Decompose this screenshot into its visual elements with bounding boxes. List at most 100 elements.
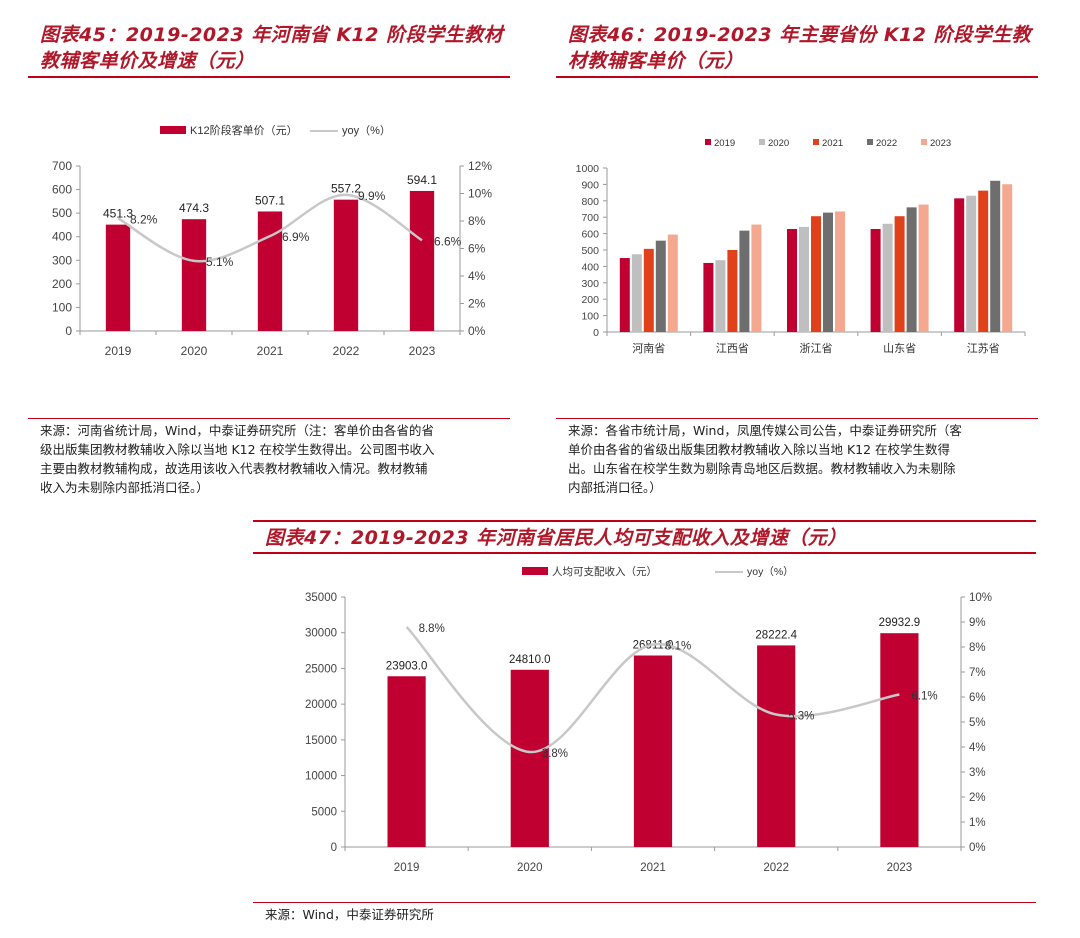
figure46-source-rule [556, 418, 1038, 419]
bar [333, 199, 359, 331]
bar [918, 204, 929, 332]
x-tick-label: 浙江省 [800, 342, 833, 355]
y-tick-label: 100 [52, 300, 72, 314]
y2-tick-label: 2% [969, 792, 986, 804]
y-tick-label: 35000 [305, 592, 337, 604]
y-tick-label: 800 [581, 196, 599, 208]
y-tick-label: 0 [593, 327, 599, 339]
figure45-source-rule [28, 418, 510, 419]
figure46-source: 来源：各省市统计局，Wind，凤凰传媒公司公告，中泰证券研究所（客 单价由各省的… [568, 421, 1038, 497]
bar-value-label: 451.3 [103, 207, 133, 221]
legend-label: 2019 [714, 138, 735, 149]
x-tick-label: 2020 [517, 862, 543, 874]
y-tick-label: 300 [52, 253, 72, 267]
bar [823, 212, 833, 332]
bar [870, 229, 881, 332]
yoy-value-label: 6.1% [911, 691, 937, 703]
figure45-source-line: 级出版集团教材教辅收入除以当地 K12 在校学生数得出。公司图书收入 [40, 442, 435, 457]
legend-swatch [813, 139, 819, 145]
yoy-line [405, 626, 900, 754]
y2-tick-label: 12% [468, 159, 492, 173]
bar [510, 669, 549, 847]
y2-tick-label: 0% [468, 324, 486, 338]
legend-label-bar: K12阶段客单价（元） [190, 123, 298, 137]
bar [715, 260, 726, 332]
legend-swatch [759, 139, 765, 145]
y-tick-label: 500 [581, 245, 599, 257]
bar [703, 262, 714, 332]
legend-label: 2023 [930, 138, 951, 149]
y2-tick-label: 6% [969, 692, 986, 704]
figure45-source-line: 收入为未剔除内部抵消口径。） [40, 480, 209, 495]
y-tick-label: 700 [581, 212, 599, 224]
figure45-source-line: 主要由教材教辅构成，故选用该收入代表教材教辅收入情况。教材教辅 [40, 461, 428, 476]
bar [787, 229, 797, 332]
figure46-source-line: 内部抵消口径。） [568, 480, 662, 495]
x-tick-label: 2023 [887, 862, 913, 874]
chart-46: 2019 2020 2021 2022 2023 0 100 200 300 400 500 600 7… [576, 138, 1026, 355]
bar-value-label: 24810.0 [509, 654, 551, 666]
figure46-title: 图表46：2019-2023 年主要省份 K12 阶段学生教 材教辅客单价（元） [568, 22, 1038, 74]
yoy-line [117, 193, 423, 263]
legend-label: 2020 [768, 138, 789, 149]
y-tick-label: 15000 [305, 735, 337, 747]
legend-swatch-bar [522, 567, 548, 575]
y2-tick-label: 8% [468, 214, 486, 228]
y-tick-label: 600 [581, 229, 599, 241]
y-tick-label: 500 [52, 206, 72, 220]
yoy-value-label: 6.9% [282, 230, 310, 244]
bar-value-label: 594.1 [407, 173, 437, 187]
y-tick-label: 300 [581, 278, 599, 290]
figure47-top-rule [253, 520, 1036, 522]
bar [619, 258, 630, 332]
y-tick-label: 900 [581, 179, 599, 191]
y-tick-label: 5000 [311, 806, 337, 818]
bar [835, 211, 845, 332]
bar-value-label: 28222.4 [755, 629, 797, 641]
y-tick-label: 20000 [305, 699, 337, 711]
y2-tick-label: 4% [468, 269, 486, 283]
legend-label-bar: 人均可支配收入（元） [552, 565, 657, 578]
y-tick-label: 700 [52, 159, 72, 173]
legend-swatch-bar [160, 126, 186, 134]
legend-label: 2022 [876, 138, 897, 149]
y2-tick-label: 6% [468, 242, 486, 256]
y2-tick-label: 0% [969, 842, 986, 854]
bar [894, 216, 905, 332]
chart-47: 人均可支配收入（元） yoy（%） 0 5000 10000 15000 20000 2500… [305, 565, 992, 874]
bar [727, 250, 738, 332]
bar [757, 645, 796, 847]
bar [409, 190, 435, 331]
y-tick-label: 25000 [305, 663, 337, 675]
y-tick-label: 400 [52, 230, 72, 244]
figure47-source-rule [253, 902, 1036, 903]
legend-label: 2021 [822, 138, 843, 149]
yoy-value-label: 3.8% [542, 748, 568, 760]
bar [990, 180, 1001, 332]
y2-tick-label: 9% [969, 617, 986, 629]
figure45-title-rule [28, 76, 510, 78]
legend-swatch [921, 139, 927, 145]
bar [257, 211, 283, 331]
bar [631, 254, 642, 332]
bar [667, 234, 678, 332]
chart-45: K12阶段客单价（元） yoy（%） 0 100 200 300 400 500 600 700 0… [52, 123, 492, 358]
y-tick-label: 100 [581, 311, 599, 323]
bar [906, 207, 917, 332]
yoy-value-label: 5.3% [788, 711, 814, 723]
legend-swatch [705, 139, 711, 145]
bar [633, 655, 673, 847]
figure46-title-line2: 材教辅客单价（元） [568, 50, 744, 72]
figure47-title: 图表47：2019-2023 年河南省居民人均可支配收入及增速（元） [265, 527, 847, 549]
bar [1002, 184, 1013, 332]
bar [799, 226, 809, 332]
bar [387, 676, 426, 847]
bar [954, 198, 965, 332]
legend-swatch [867, 139, 873, 145]
figure46-title-line1: 图表46：2019-2023 年主要省份 K12 阶段学生教 [568, 24, 1032, 46]
figure45-title: 图表45：2019-2023 年河南省 K12 阶段学生教材 教辅客单价及增速（… [40, 22, 510, 74]
x-tick-label: 2019 [105, 344, 132, 358]
x-tick-label: 2020 [181, 344, 208, 358]
y-tick-label: 30000 [305, 628, 337, 640]
x-tick-label: 2022 [333, 344, 360, 358]
